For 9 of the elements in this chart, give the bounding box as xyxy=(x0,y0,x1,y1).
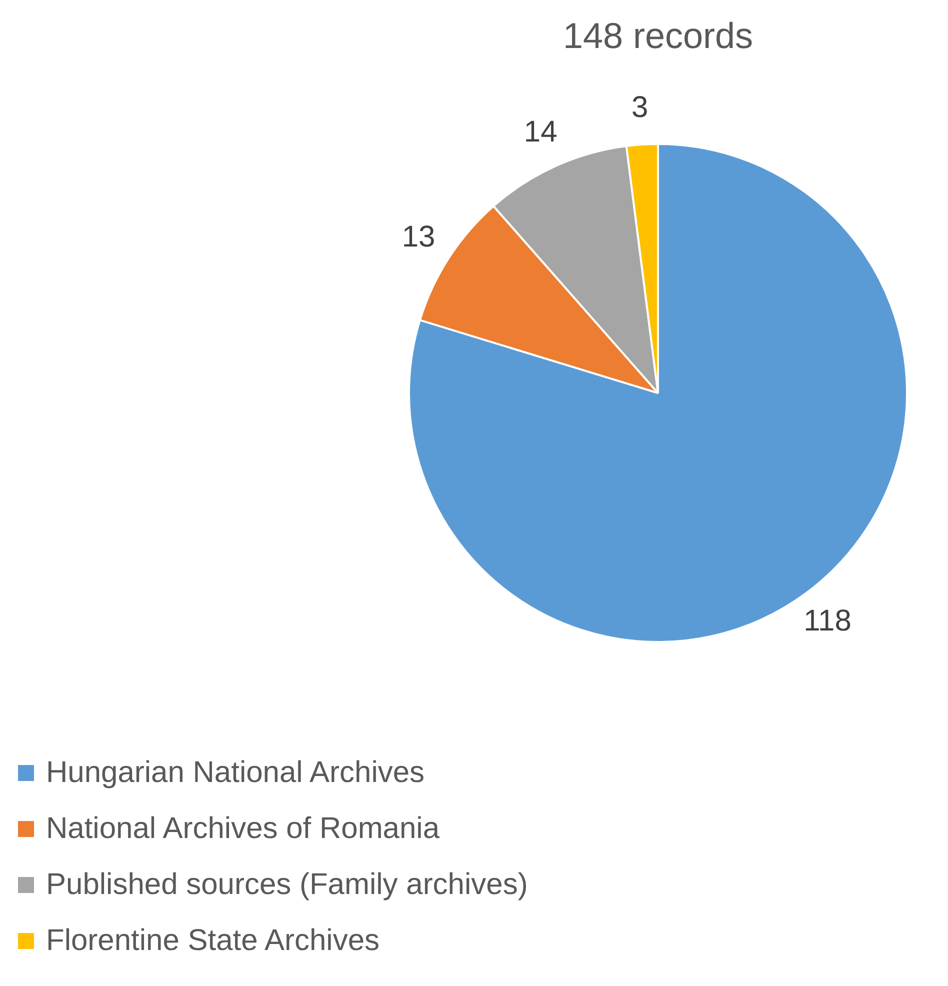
chart-title: 148 records xyxy=(562,14,754,56)
data-label: 14 xyxy=(524,116,558,149)
data-label: 118 xyxy=(804,604,852,638)
legend-label: Florentine State Archives xyxy=(46,924,380,958)
legend-label: Hungarian National Archives xyxy=(46,756,425,790)
legend-label: National Archives of Romania xyxy=(46,812,440,846)
data-label: 13 xyxy=(402,220,436,254)
legend-label: Published sources (Family archives) xyxy=(46,868,528,902)
data-label: 3 xyxy=(632,90,648,124)
